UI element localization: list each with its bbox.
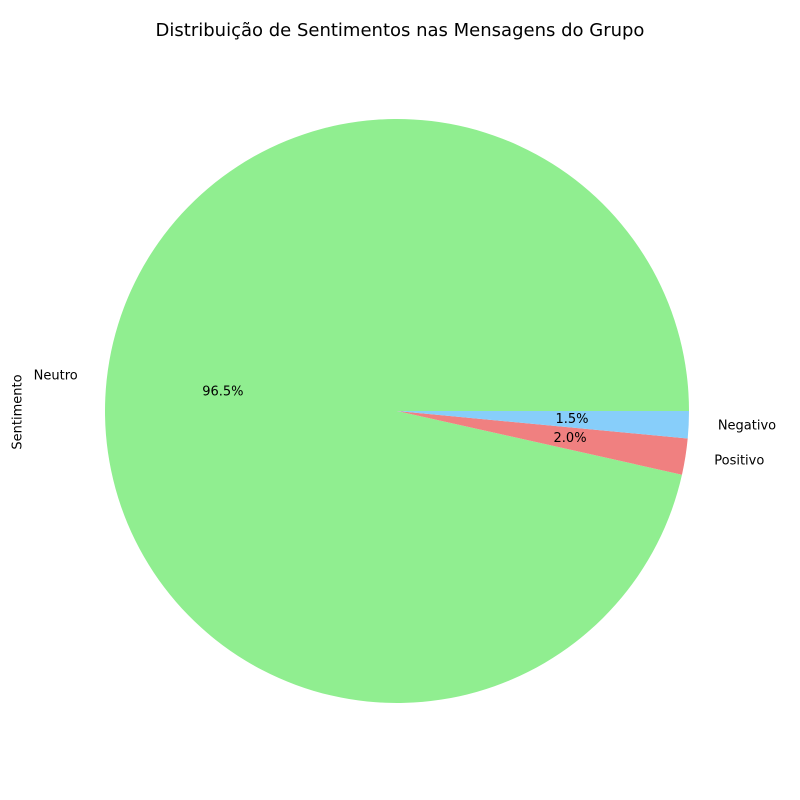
pie-slice-negativo (397, 411, 689, 439)
slice-label-positivo: Positivo (714, 454, 764, 469)
slice-pct-neutro: 96.5% (202, 384, 243, 399)
slice-label-neutro: Neutro (34, 368, 78, 383)
slice-pct-negativo: 1.5% (555, 412, 588, 427)
slice-label-negativo: Negativo (718, 419, 776, 434)
pie-slices (104, 119, 689, 704)
chart-title: Distribuição de Sentimentos nas Mensagen… (155, 20, 645, 41)
pie-labels: Neutro 96.5% Positivo 2.0% Negativo 1.5% (34, 368, 777, 468)
slice-pct-positivo: 2.0% (554, 431, 587, 446)
pie-slice-neutro (104, 119, 689, 704)
pie-slice-positivo (397, 411, 688, 475)
